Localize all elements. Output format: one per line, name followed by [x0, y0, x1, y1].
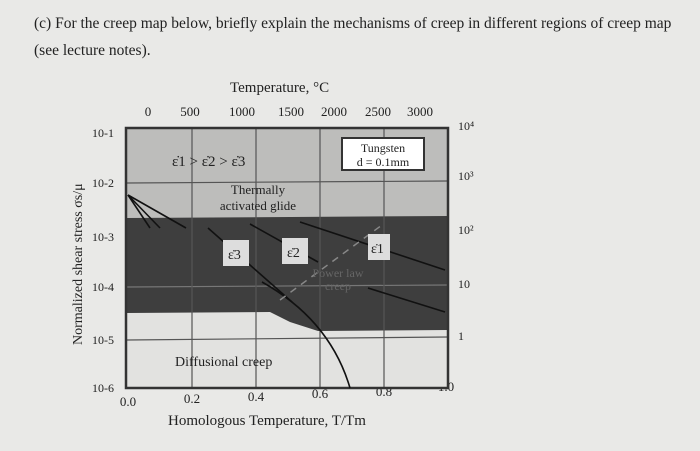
top-tick-label: 3000 [407, 104, 433, 119]
right-tick-label: 1 [458, 329, 464, 343]
rate1-box [368, 234, 390, 260]
rate1-label: ε̇1 [371, 242, 384, 257]
top-tick-label: 1500 [278, 104, 304, 119]
glide-label-2: activated glide [220, 198, 296, 213]
right-tick-label: 10⁴ [458, 119, 474, 133]
grain-size: d = 0.1mm [357, 155, 410, 169]
top-tick-label: 0 [145, 104, 152, 119]
rate2-label: ε̇2 [287, 246, 300, 261]
bottom-tick-label: 0.2 [184, 391, 200, 406]
left-tick-label: 10-4 [92, 280, 114, 294]
top-tick-label: 2000 [321, 104, 347, 119]
grid [125, 128, 449, 388]
power-law-label-1: Power law [313, 266, 364, 280]
bottom-tick-label: 0.4 [248, 389, 265, 404]
left-tick-label: 10-2 [92, 176, 114, 190]
rate3-label: ε̇3 [228, 248, 241, 263]
material-name: Tungsten [361, 141, 405, 155]
left-tick-label: 10-5 [92, 333, 114, 347]
question-text: (c) For the creep map below, briefly exp… [34, 15, 672, 59]
top-tick-label: 2500 [365, 104, 391, 119]
rate3-box [223, 240, 249, 266]
power-law-label-2: creep [325, 279, 351, 293]
glide-label-1: Thermally [231, 182, 286, 197]
left-tick-label: 10-1 [92, 126, 114, 140]
diffusional-label: Diffusional creep [175, 355, 272, 370]
right-tick-label: 10³ [458, 169, 474, 183]
rate2-box [282, 238, 308, 264]
rate-order: ε̇1 > ε̇2 > ε̇3 [172, 154, 245, 170]
bottom-tick-label: 0.6 [312, 386, 329, 401]
left-tick-label: 10-6 [92, 381, 114, 395]
power-law-boundary [279, 224, 383, 301]
left-tick-label: 10-3 [92, 230, 114, 244]
bottom-tick-label: 0.0 [120, 394, 136, 409]
right-tick-label: 10 [458, 277, 470, 291]
y-axis-label: Normalized shear stress σs/μ [71, 183, 86, 345]
top-tick-label: 1000 [229, 104, 255, 119]
top-axis-title: Temperature, °C [230, 80, 329, 96]
top-tick-label: 500 [180, 104, 200, 119]
right-tick-label: 10² [458, 223, 474, 237]
plot-frame [124, 126, 450, 390]
material-box [341, 137, 425, 171]
x-axis-label: Homologous Temperature, T/Tm [168, 413, 366, 429]
